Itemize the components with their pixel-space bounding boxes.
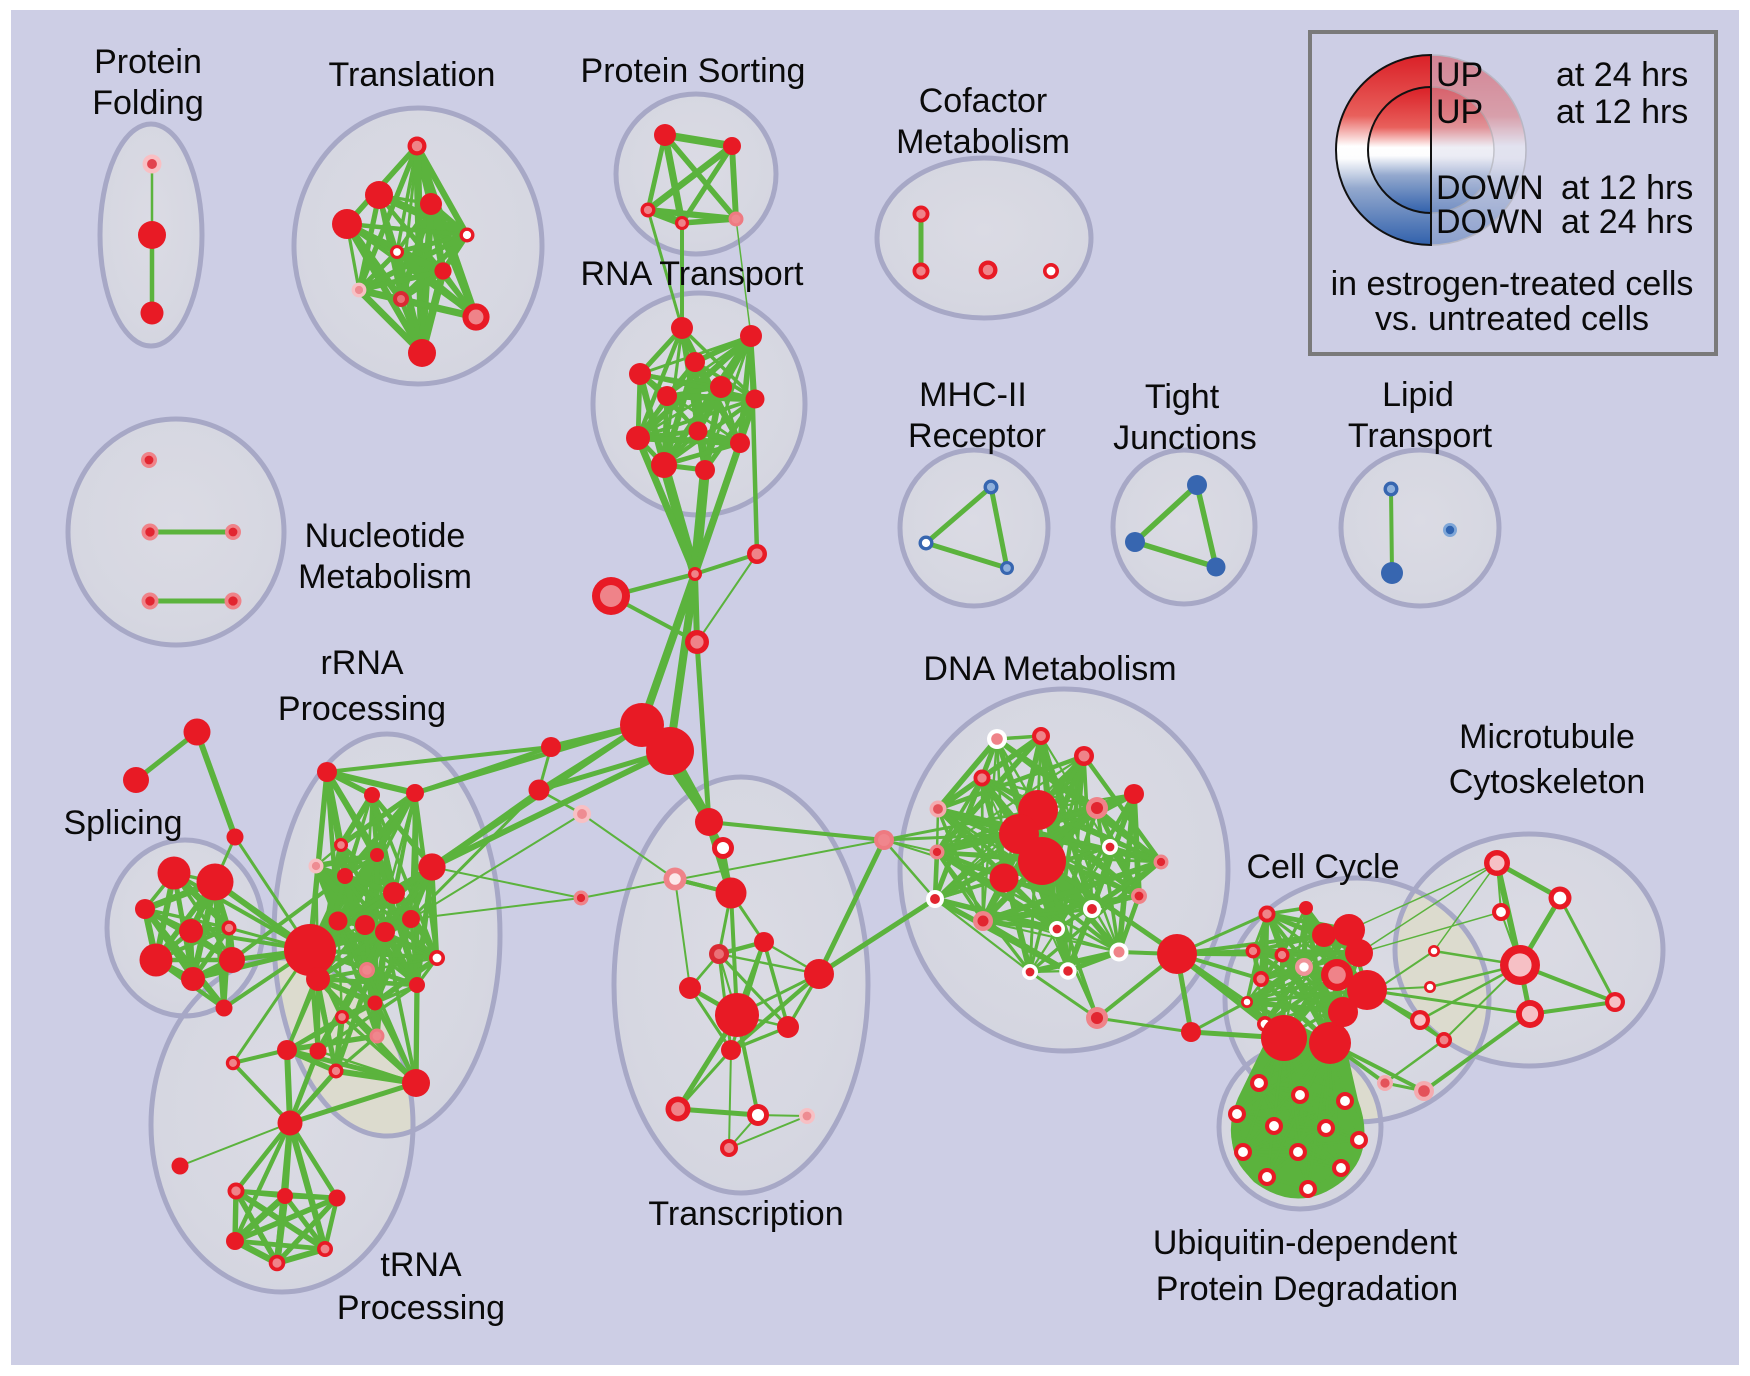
svg-text:at 12 hrs: at 12 hrs <box>1556 93 1688 131</box>
svg-text:MHC-II: MHC-II <box>919 376 1027 414</box>
svg-text:Receptor: Receptor <box>908 417 1046 455</box>
svg-text:Cytoskeleton: Cytoskeleton <box>1449 763 1646 801</box>
svg-text:Nucleotide: Nucleotide <box>305 517 466 555</box>
svg-text:rRNA: rRNA <box>320 644 403 682</box>
svg-text:Protein Sorting: Protein Sorting <box>581 52 806 90</box>
svg-text:Processing: Processing <box>337 1289 505 1327</box>
svg-text:Metabolism: Metabolism <box>896 123 1070 161</box>
svg-text:Junctions: Junctions <box>1113 419 1257 457</box>
svg-text:vs. untreated cells: vs. untreated cells <box>1375 300 1649 338</box>
svg-text:Cofactor: Cofactor <box>919 82 1048 120</box>
svg-text:UP: UP <box>1436 93 1483 131</box>
svg-text:UP: UP <box>1436 56 1483 94</box>
svg-text:at 24 hrs: at 24 hrs <box>1556 56 1688 94</box>
svg-text:DOWN: DOWN <box>1436 169 1544 207</box>
svg-text:RNA Transport: RNA Transport <box>581 255 805 293</box>
svg-text:Metabolism: Metabolism <box>298 558 472 596</box>
svg-text:Folding: Folding <box>92 84 204 122</box>
svg-text:Lipid: Lipid <box>1382 376 1454 414</box>
svg-text:Processing: Processing <box>278 690 446 728</box>
svg-text:Transcription: Transcription <box>648 1195 843 1233</box>
svg-text:Microtubule: Microtubule <box>1459 718 1635 756</box>
svg-text:at 12 hrs: at 12 hrs <box>1561 169 1693 207</box>
svg-text:Ubiquitin-dependent: Ubiquitin-dependent <box>1153 1224 1458 1262</box>
svg-text:Transport: Transport <box>1348 417 1493 455</box>
svg-text:Protein Degradation: Protein Degradation <box>1156 1270 1458 1308</box>
svg-text:DNA Metabolism: DNA Metabolism <box>923 650 1176 688</box>
svg-text:Splicing: Splicing <box>63 804 182 842</box>
svg-text:Translation: Translation <box>329 56 496 94</box>
svg-text:Protein: Protein <box>94 43 202 81</box>
svg-text:Tight: Tight <box>1145 378 1220 416</box>
svg-text:tRNA: tRNA <box>380 1246 462 1284</box>
svg-text:in estrogen-treated cells: in estrogen-treated cells <box>1331 265 1694 303</box>
svg-text:Cell Cycle: Cell Cycle <box>1246 848 1399 886</box>
svg-text:DOWN: DOWN <box>1436 203 1544 241</box>
svg-text:at 24 hrs: at 24 hrs <box>1561 203 1693 241</box>
